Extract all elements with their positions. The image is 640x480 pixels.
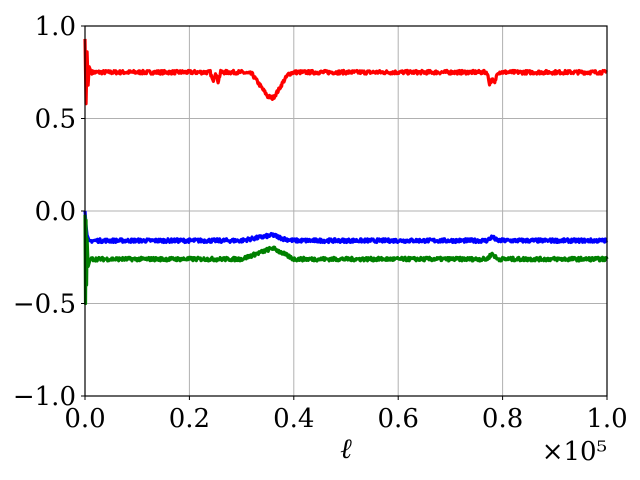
series-layer	[83, 38, 609, 306]
x-tick-label: 0.0	[64, 404, 105, 434]
series-line-1	[83, 38, 609, 106]
y-tick-label: 0.5	[35, 105, 76, 135]
y-tick-label: −0.5	[13, 290, 76, 320]
x-axis-offset-label: ×10⁵	[542, 437, 607, 467]
x-axis-label: ℓ	[340, 432, 352, 465]
x-axis-ticks: 0.0 0.2 0.4 0.6 0.8 1.0	[64, 396, 628, 434]
y-tick-label: 1.0	[35, 12, 76, 42]
y-tick-label: 0.0	[35, 197, 76, 227]
x-tick-label: 0.6	[378, 404, 419, 434]
x-tick-label: 1.0	[586, 404, 627, 434]
x-tick-label: 0.4	[273, 404, 314, 434]
grid	[84, 25, 608, 397]
x-tick-label: 0.2	[169, 404, 210, 434]
series-line-2	[83, 210, 609, 245]
series-line-3	[83, 214, 609, 306]
y-axis-ticks: −1.0 −0.5 0.0 0.5 1.0	[13, 12, 85, 412]
x-tick-label: 0.8	[482, 404, 523, 434]
y-tick-label: −1.0	[13, 382, 76, 412]
